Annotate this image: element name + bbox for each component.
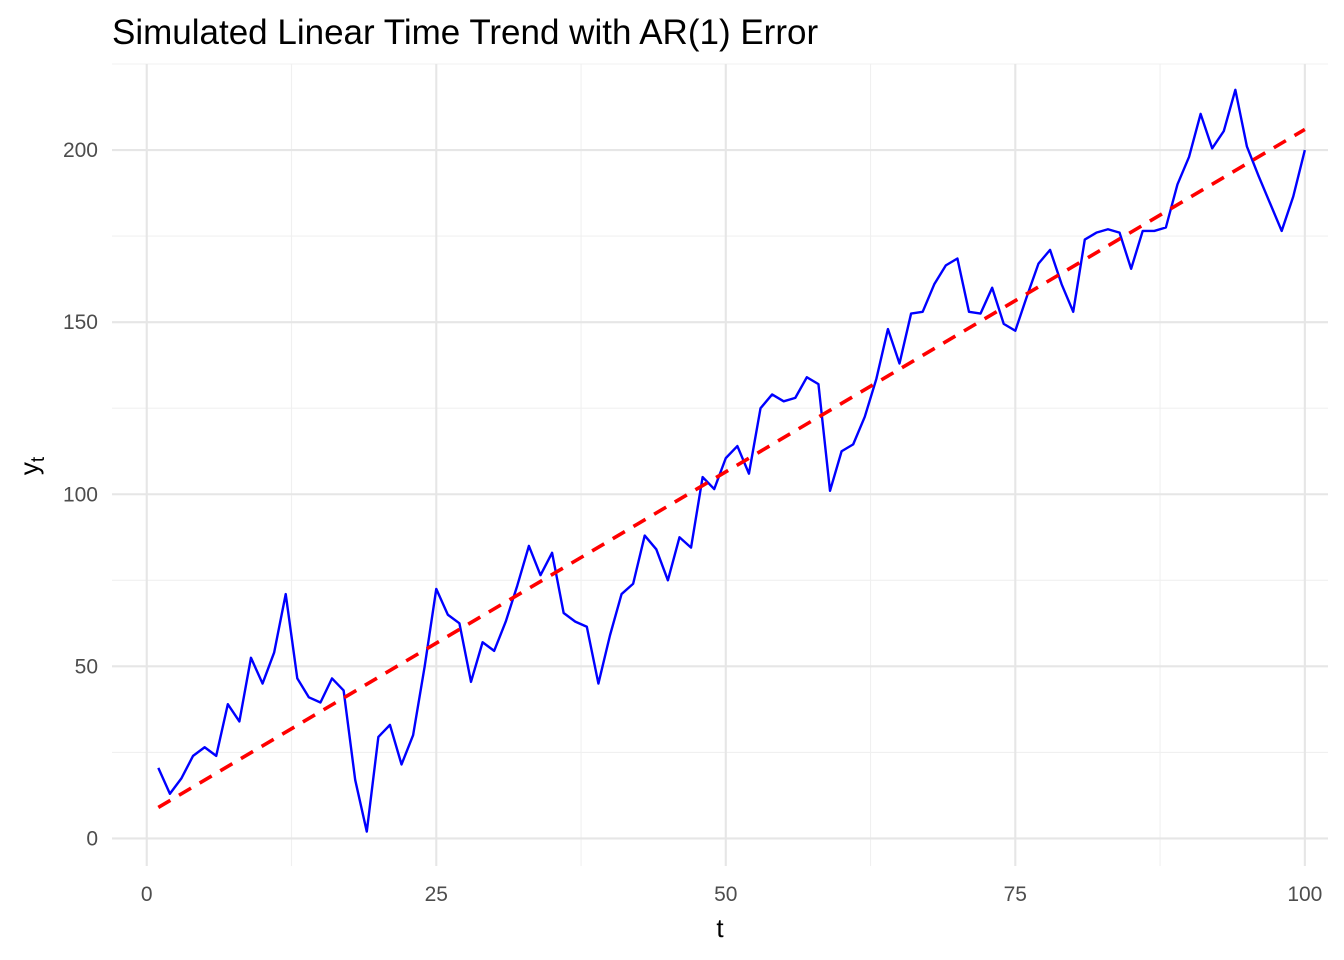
x-tick-label: 0 [141, 883, 153, 906]
y-tick-label: 150 [63, 311, 98, 334]
trend-line [157, 127, 1306, 810]
major-grid [112, 64, 1328, 866]
y-axis-title-subscript: t [28, 456, 49, 462]
observed-series-line [157, 88, 1307, 833]
y-axis-ticks: 0 50 100 150 200 [63, 139, 98, 850]
y-axis-title: yt [14, 456, 49, 475]
y-tick-label: 200 [63, 139, 98, 162]
x-tick-label: 75 [1004, 883, 1027, 906]
y-tick-label: 100 [63, 483, 98, 506]
y-axis-title-main: y [14, 462, 44, 475]
minor-grid [112, 63, 1328, 866]
chart-title: Simulated Linear Time Trend with AR(1) E… [112, 13, 818, 52]
y-tick-label: 0 [86, 827, 98, 850]
x-tick-label: 100 [1287, 883, 1322, 906]
x-axis-ticks: 0 25 50 75 100 [141, 883, 1322, 906]
x-tick-label: 50 [714, 883, 737, 906]
x-axis-title: t [716, 913, 724, 943]
y-tick-label: 50 [75, 655, 98, 678]
series-layer [157, 88, 1307, 833]
x-tick-label: 25 [425, 883, 448, 906]
